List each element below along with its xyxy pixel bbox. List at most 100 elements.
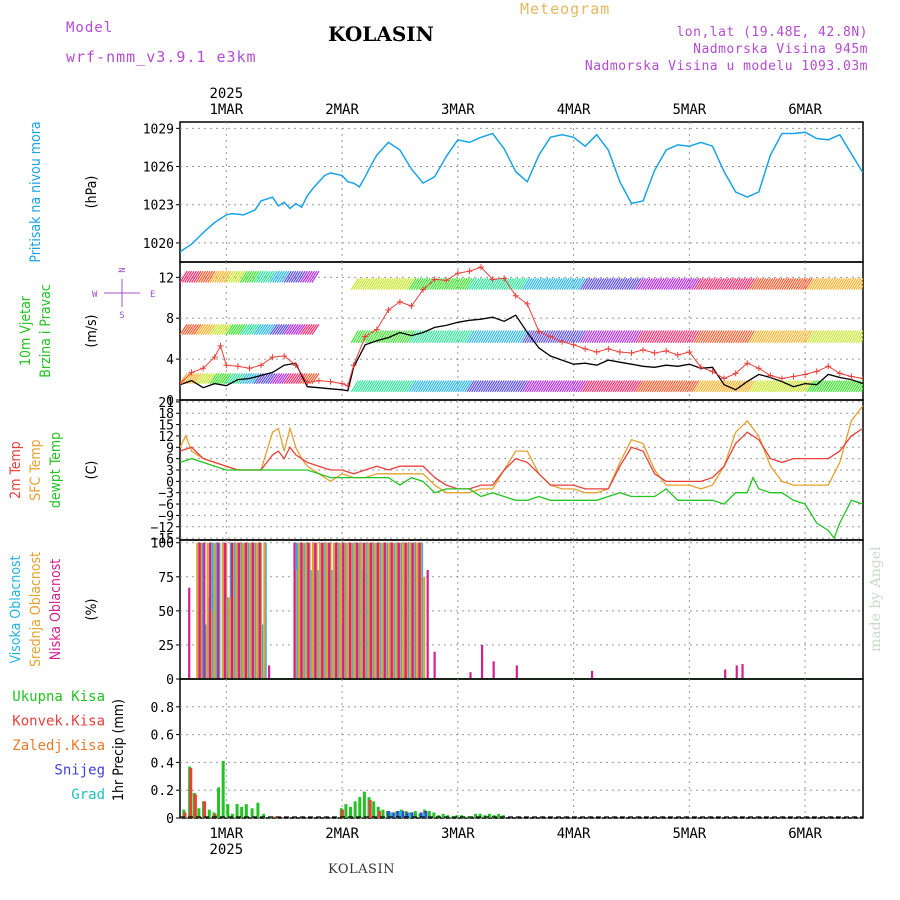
wind-barb (302, 324, 311, 335)
cloud-mid-bar (196, 542, 199, 679)
wind-barb (480, 380, 489, 393)
wind-barb (466, 278, 475, 290)
wind-barb (200, 373, 209, 384)
wind-barb (860, 284, 863, 290)
wind-barb (786, 278, 795, 290)
wind-barb (376, 278, 385, 290)
wind-barb (716, 278, 725, 290)
wind-barb (626, 278, 635, 290)
cloud-low-bar (258, 542, 261, 679)
cloud-low-bar (335, 542, 338, 679)
cloud-high-bar (358, 542, 361, 679)
wind-barb (561, 278, 570, 290)
wind-barb (475, 330, 484, 344)
wind-barb (783, 380, 792, 393)
wind-barb (399, 380, 408, 393)
wind-barb (755, 278, 765, 290)
y-tick-label: 15 (158, 419, 174, 434)
wind-barb (603, 278, 612, 290)
wind-barb (630, 330, 639, 344)
wind-barb (626, 330, 635, 344)
wind-barb (786, 380, 795, 393)
cloud-low-bar (244, 542, 248, 679)
wind-barb (239, 270, 248, 283)
wind-barb (760, 330, 769, 344)
wind-barb (624, 380, 633, 393)
wind-barb (813, 330, 822, 344)
wind-barb (809, 380, 818, 393)
wind-barb (820, 278, 829, 290)
cloud-low-bar (251, 542, 254, 679)
wind-barb (855, 278, 863, 290)
wind-barb (198, 324, 207, 335)
wind-barb (237, 373, 246, 384)
wind-barb (767, 380, 776, 393)
wind-barb (698, 380, 707, 393)
wind-barb (406, 380, 415, 393)
wind-barb (288, 373, 297, 384)
wind-barb (862, 288, 863, 290)
wind-barb (524, 278, 533, 290)
wind-barb (827, 380, 836, 393)
compass-n: N (118, 267, 128, 272)
wind-barb (193, 324, 202, 335)
cloud-high-bar (320, 542, 323, 679)
wind-barb (707, 330, 716, 344)
y-tick-label: 12 (158, 271, 174, 286)
wind-barb (411, 278, 420, 290)
wind-barb (355, 380, 364, 393)
wind-barb (399, 330, 408, 344)
cloud-mid-bar (329, 542, 332, 679)
cloud-high-bar (372, 542, 375, 679)
wind-barb (353, 330, 362, 344)
wind-barb (811, 278, 820, 290)
y-tick-label: 1026 (143, 161, 174, 176)
wind-barb (559, 380, 568, 393)
cloud-mid-bar (343, 542, 346, 679)
wind-barb (600, 380, 609, 393)
panel-unit-label: (%) (84, 599, 100, 621)
wind-barb (517, 278, 526, 290)
wind-barb (714, 330, 723, 344)
wind-barb (549, 330, 558, 344)
wind-barb (267, 373, 276, 384)
wind-barb (610, 278, 619, 290)
wind-barb (290, 324, 299, 335)
wind-barb (202, 324, 211, 335)
wind-barb (501, 380, 510, 393)
wind-barb (607, 330, 616, 344)
wind-barb (804, 330, 813, 344)
wind-barb (760, 278, 769, 290)
wind-barb (383, 380, 392, 393)
y-tick-label: −6 (158, 498, 174, 513)
wind-barb (540, 330, 549, 344)
wind-barb (825, 380, 834, 393)
wind-barb (823, 330, 832, 344)
precip-total-bar (432, 812, 436, 818)
precip-total-bar (358, 797, 362, 818)
wind-gust-marker (420, 286, 427, 293)
y-tick-label: 3 (166, 464, 174, 479)
bottom-day-label: 4MAR (557, 826, 591, 842)
wind-barb (480, 330, 489, 344)
wind-barb (647, 330, 656, 344)
wind-barb (248, 324, 257, 335)
wind-barb (742, 330, 751, 344)
precip-total-bar (353, 801, 357, 818)
wind-barb (846, 380, 855, 393)
wind-barb (709, 330, 718, 344)
wind-barb (468, 380, 477, 393)
wind-barb (195, 373, 204, 384)
cloud-high-bar (420, 542, 423, 679)
wind-barb (392, 278, 401, 290)
wind-barb (269, 324, 278, 335)
wind-barb (464, 330, 473, 344)
wind-barb (813, 278, 822, 290)
wind-barb (737, 330, 746, 344)
wind-barb (228, 270, 237, 283)
cloud-mid-bar (221, 542, 224, 679)
hail-bar (408, 813, 412, 818)
wind-barb (589, 380, 598, 393)
wind-barb (818, 278, 827, 290)
wind-barb (494, 278, 503, 290)
